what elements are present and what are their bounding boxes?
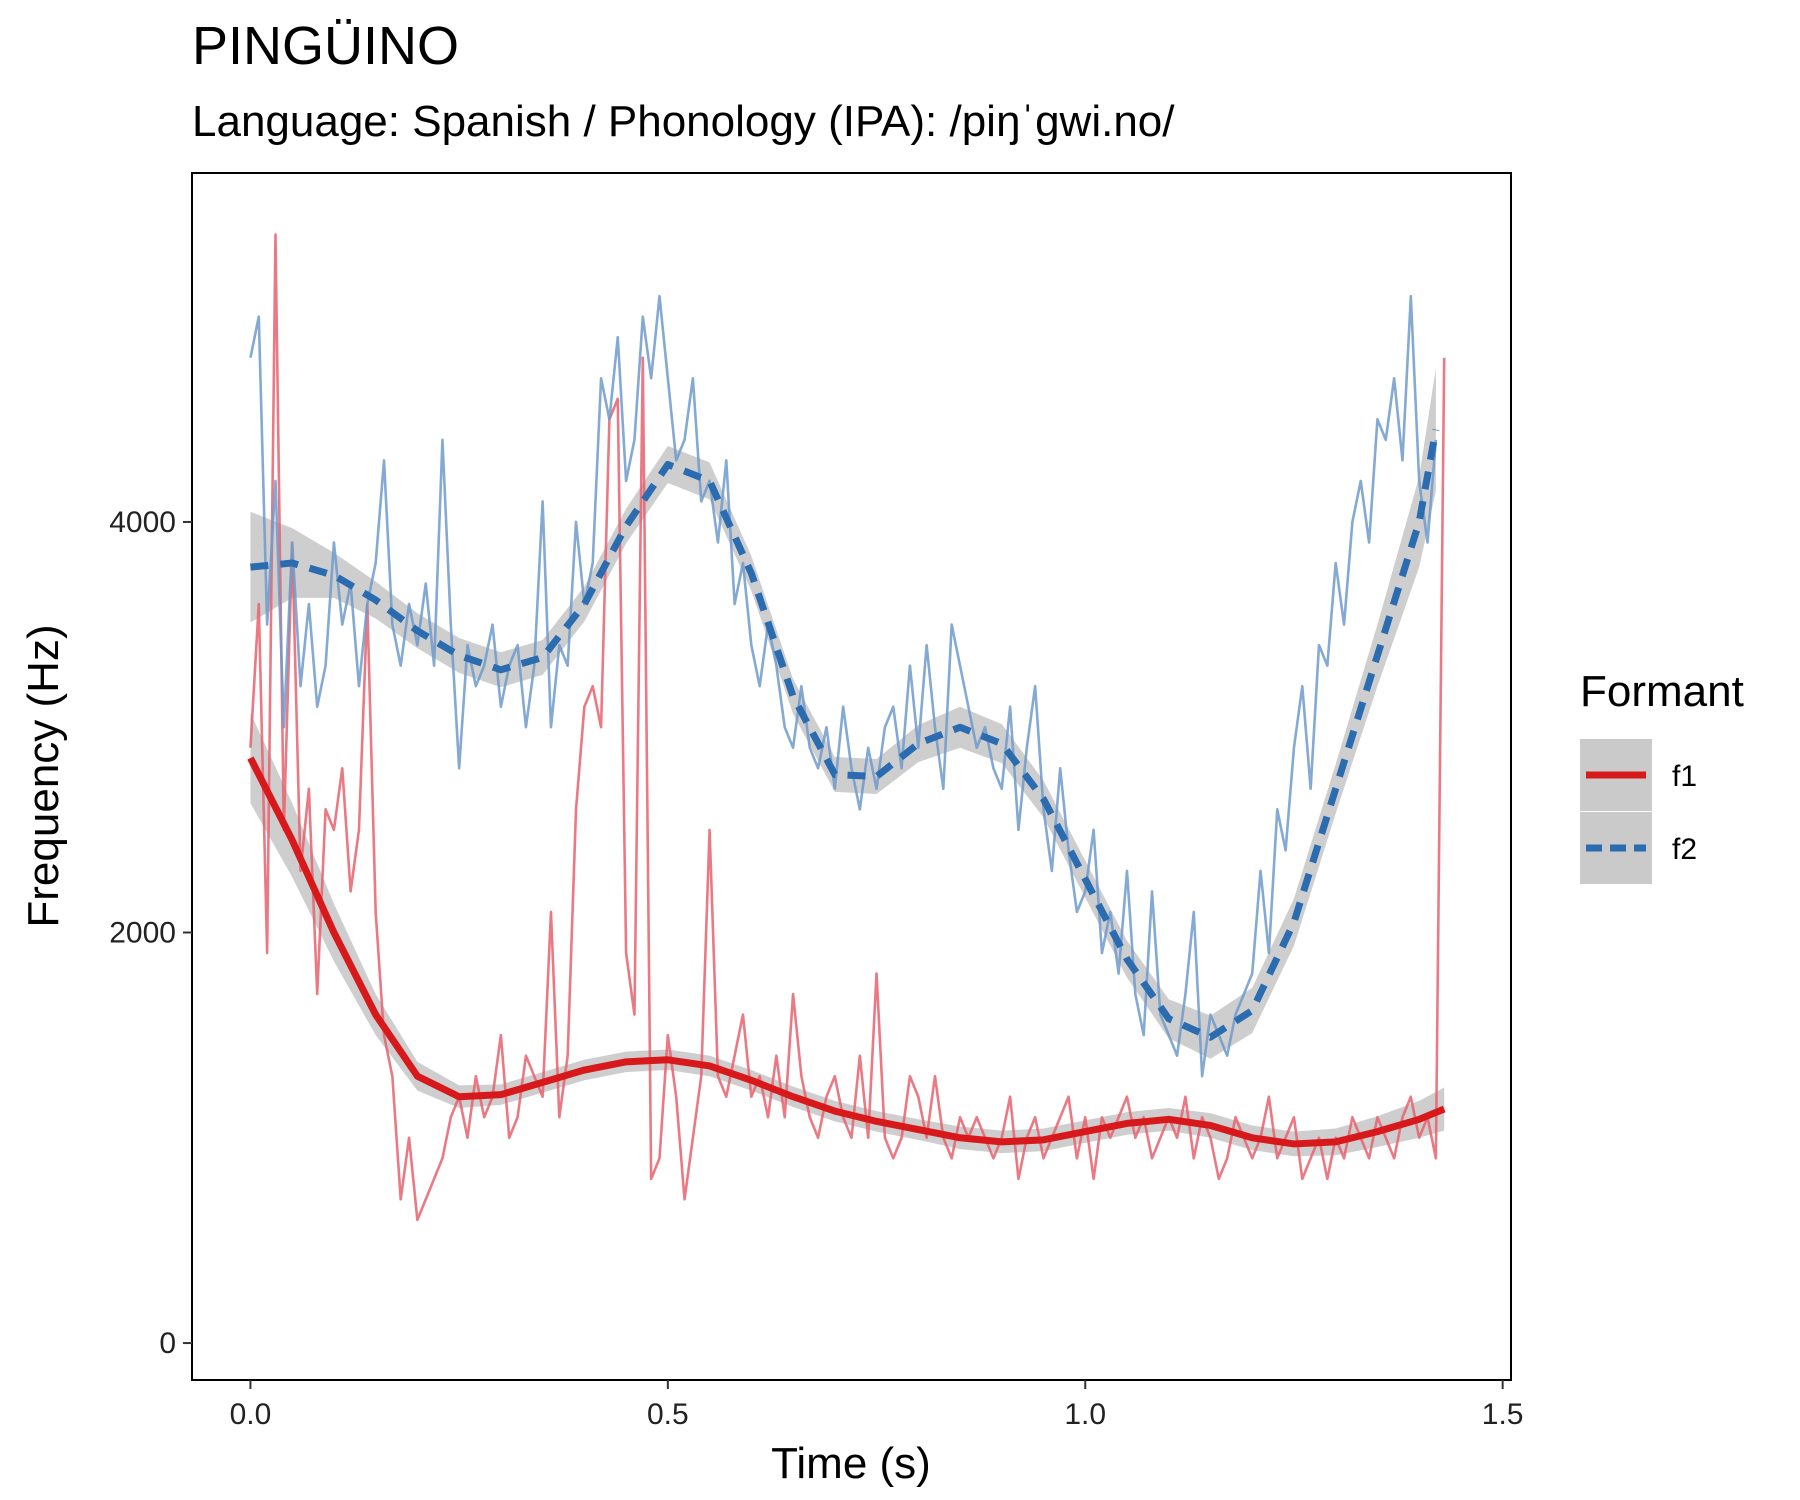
legend-title: Formant <box>1580 667 1744 716</box>
y-axis-title: Frequency (Hz) <box>19 624 68 927</box>
smooth-line-f2 <box>250 428 1440 1041</box>
smoothed-formant-lines <box>247 428 1446 1148</box>
x-tick-label: 0.5 <box>647 1398 689 1431</box>
chart-subtitle: Language: Spanish / Phonology (IPA): /pi… <box>192 97 1175 146</box>
raw-formant-traces <box>249 233 1446 1222</box>
x-tick-label: 1.0 <box>1064 1398 1106 1431</box>
x-tick-label: 0.0 <box>230 1398 272 1431</box>
y-tick-label: 0 <box>159 1327 176 1360</box>
legend: Formant f1 f2 <box>1580 667 1744 884</box>
legend-label-f1: f1 <box>1672 760 1697 793</box>
plot-panel-border <box>191 172 1512 1381</box>
x-axis: 0.0 0.5 1.0 1.5 <box>230 1380 1524 1431</box>
legend-label-f2: f2 <box>1672 833 1697 866</box>
raw-trace-f1 <box>249 233 1446 1222</box>
y-axis: 0 2000 4000 <box>109 506 192 1360</box>
x-axis-title: Time (s) <box>771 1439 931 1488</box>
chart-title: PINGÜINO <box>192 16 459 76</box>
legend-items: f1 f2 <box>1580 739 1697 884</box>
y-tick-label: 2000 <box>109 917 176 950</box>
y-tick-label: 4000 <box>109 506 176 539</box>
confidence-bands <box>250 368 1445 1157</box>
x-tick-label: 1.5 <box>1482 1398 1524 1431</box>
smooth-line-f1 <box>247 756 1446 1148</box>
raw-trace-f2 <box>249 294 1438 1078</box>
